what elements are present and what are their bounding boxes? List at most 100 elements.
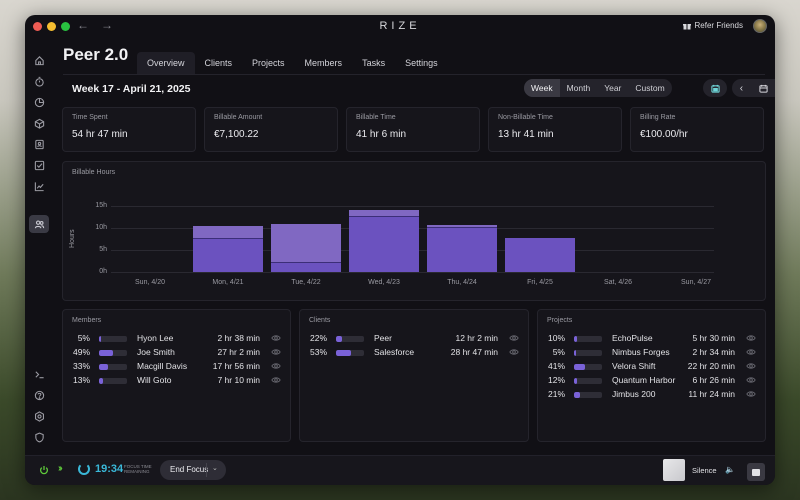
eye-icon[interactable] [746,389,756,399]
progress-bar [574,336,602,342]
chevron-down-icon[interactable]: ⌄ [212,465,218,472]
calendar-today-icon [710,84,720,93]
progress-fill [336,350,351,356]
eye-icon[interactable] [271,361,281,371]
progress-bar [574,364,602,370]
close-window-button[interactable] [33,22,42,31]
help-icon[interactable] [32,388,46,402]
list-item[interactable]: 41% Velora Shift 22 hr 20 min [538,360,765,374]
tab-projects[interactable]: Projects [252,58,285,68]
list-item[interactable]: 21% Jimbus 200 11 hr 24 min [538,388,765,402]
settings-icon[interactable] [32,409,46,423]
eye-icon[interactable] [746,333,756,343]
members-panel: Members 5% Hyon Lee 2 hr 38 min 49% Joe Smit… [62,309,291,442]
y-tick-label: 0h [99,268,107,275]
timer-caption: FOCUS TIME REMAINING [124,464,164,474]
bar[interactable] [349,209,419,272]
shield-icon[interactable] [32,430,46,444]
list-item[interactable]: 22% Peer 12 hr 2 min [300,332,528,346]
refer-friends-button[interactable]: Refer Friends [682,21,743,30]
bar-segment-billable [427,226,497,272]
today-calendar-button[interactable] [703,79,727,97]
list-item[interactable]: 5% Nimbus Forges 2 hr 34 min [538,346,765,360]
eye-icon[interactable] [271,333,281,343]
calendar-icon[interactable] [758,84,768,93]
panel-title: Clients [309,317,331,324]
pie-chart-icon[interactable] [32,95,46,109]
item-name: Macgill Davis [137,361,188,371]
list-item[interactable]: 13% Will Goto 7 hr 10 min [63,374,290,388]
range-month-button[interactable]: Month [566,83,591,93]
progress-fill [574,364,586,370]
item-duration: 11 hr 24 min [688,389,735,399]
maximize-window-button[interactable] [61,22,70,31]
eye-icon[interactable] [509,347,519,357]
range-year-button[interactable]: Year [604,83,622,93]
projects-panel: Projects 10% EchoPulse 5 hr 30 min 5% Nimbus… [537,309,766,442]
contact-book-icon[interactable] [32,137,46,151]
minimize-window-button[interactable] [47,22,56,31]
item-name: Quantum Harbor [612,375,676,385]
progress-fill [574,350,576,356]
checkbox-icon[interactable] [32,158,46,172]
eye-icon[interactable] [271,375,281,385]
timer-icon[interactable] [32,74,46,88]
music-artwork[interactable] [663,459,685,481]
stat-non-billable-time: Non-Billable Time 13 hr 41 min [488,107,622,152]
tab-clients[interactable]: Clients [204,58,233,68]
chat-icon [752,468,760,476]
bar[interactable] [505,238,575,272]
power-icon[interactable] [39,465,49,475]
percentage: 41% [547,361,565,371]
item-name: Hyon Lee [137,333,174,343]
percentage: 49% [72,347,90,357]
eye-icon[interactable] [746,375,756,385]
tab-tasks[interactable]: Tasks [362,58,386,68]
bar[interactable] [271,223,341,272]
terminal-icon[interactable] [32,367,46,381]
stat-value: 13 hr 41 min [498,129,554,140]
gridline [111,206,714,207]
clients-panel: Clients 22% Peer 12 hr 2 min 53% Salesforce 2… [299,309,529,442]
app-title: RIZE [379,20,421,32]
tab-members[interactable]: Members [304,58,343,68]
line-chart-icon[interactable] [32,179,46,193]
tab-overview[interactable]: Overview [137,52,195,74]
eye-icon[interactable] [746,361,756,371]
range-selector: Week Month Year Custom [524,79,672,97]
bar[interactable] [427,224,497,272]
eye-icon[interactable] [509,333,519,343]
window-controls [33,22,70,31]
percentage: 10% [547,333,565,343]
list-item[interactable]: 5% Hyon Lee 2 hr 38 min [63,332,290,346]
tab-settings[interactable]: Settings [405,58,438,68]
main-content: Peer 2.0 Overview Clients Projects Membe… [53,39,775,455]
back-arrow-icon[interactable]: ← [77,18,89,32]
range-custom-button[interactable]: Custom [635,83,665,93]
users-icon[interactable] [29,215,49,233]
list-item[interactable]: 49% Joe Smith 27 hr 2 min [63,346,290,360]
percentage: 33% [72,361,90,371]
list-item[interactable]: 53% Salesforce 28 hr 47 min [300,346,528,360]
forward-arrow-icon[interactable]: → [101,18,113,32]
project-tabs: Overview Clients Projects Members Tasks … [137,52,448,74]
user-avatar[interactable] [753,19,767,33]
end-focus-button[interactable]: End Focus ⌄ [160,460,226,480]
chat-button[interactable] [747,463,765,481]
eye-icon[interactable] [746,347,756,357]
cube-icon[interactable] [32,116,46,130]
progress-bar [99,364,127,370]
bar[interactable] [193,225,263,272]
timer-caption-line2: REMAINING [124,469,150,474]
range-week-button[interactable]: Week [524,79,560,97]
eye-icon[interactable] [271,347,281,357]
progress-bar [574,392,602,398]
list-item[interactable]: 12% Quantum Harbor 6 hr 26 min [538,374,765,388]
volume-icon[interactable]: 🔈 [725,465,735,474]
skip-forward-icon[interactable]: ›› [58,463,62,474]
list-item[interactable]: 10% EchoPulse 5 hr 30 min [538,332,765,346]
previous-period-button[interactable]: ‹ [739,82,744,94]
home-icon[interactable] [32,53,46,67]
list-item[interactable]: 33% Macgill Davis 17 hr 56 min [63,360,290,374]
progress-fill [99,336,101,342]
